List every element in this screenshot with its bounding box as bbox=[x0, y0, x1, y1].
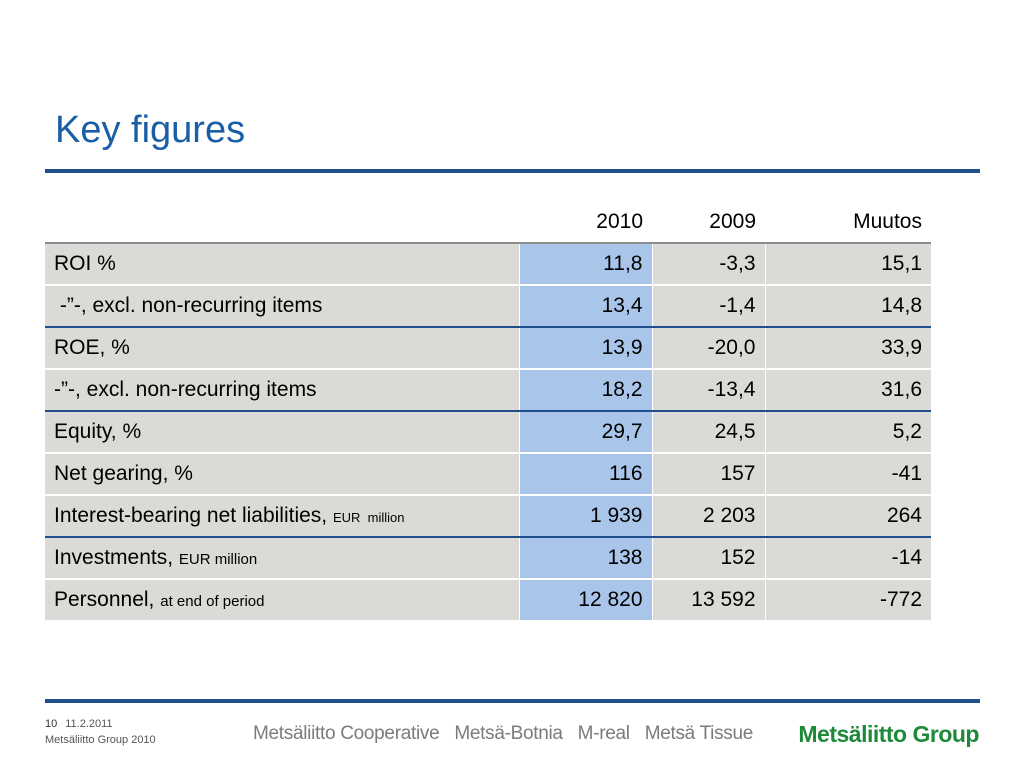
footer-info: 10 11.2.2011 Metsäliitto Group 2010 bbox=[45, 716, 156, 748]
row-label: ROI % bbox=[45, 242, 519, 285]
cell-2010: 18,2 bbox=[518, 368, 652, 411]
page-number: 10 bbox=[45, 718, 58, 730]
company-logo: Metsäliitto Group bbox=[798, 721, 979, 747]
footer-company: Metsäliitto Group 2010 bbox=[45, 734, 156, 746]
top-divider bbox=[45, 169, 980, 173]
cell-2009: -1,4 bbox=[651, 284, 765, 327]
cell-2010: 1 939 bbox=[518, 494, 652, 537]
cell-2009: 13 592 bbox=[651, 578, 765, 620]
footer-page-line: 10 11.2.2011 bbox=[45, 716, 156, 732]
table-row: -”-, excl. non-recurring items 18,2 -13,… bbox=[45, 368, 931, 411]
table-row: Net gearing, % 116 157 -41 bbox=[45, 452, 931, 495]
cell-change: 14,8 bbox=[764, 284, 931, 327]
cell-change: -772 bbox=[764, 578, 931, 620]
cell-2009: 152 bbox=[651, 536, 765, 579]
cell-change: 33,9 bbox=[764, 326, 931, 369]
footer-date: 11.2.2011 bbox=[65, 718, 113, 730]
brand-item: Metsä Tissue bbox=[644, 723, 754, 744]
header-2010: 2010 bbox=[519, 202, 652, 244]
cell-change: -41 bbox=[764, 452, 931, 495]
slide-title: Key figures bbox=[55, 109, 246, 151]
cell-2009: -13,4 bbox=[651, 368, 765, 411]
brand-item: Metsäliitto Cooperative bbox=[253, 723, 440, 744]
row-label: Investments, EUR million bbox=[45, 536, 519, 579]
row-label: Equity, % bbox=[45, 410, 519, 453]
table-header-row: 2010 2009 Muutos bbox=[45, 202, 931, 244]
cell-2010: 138 bbox=[518, 536, 652, 579]
table-row: Interest-bearing net liabilities, EUR mi… bbox=[45, 494, 931, 537]
brand-item: Metsä-Botnia bbox=[454, 723, 563, 744]
cell-change: -14 bbox=[764, 536, 931, 579]
cell-2010: 29,7 bbox=[518, 410, 652, 453]
cell-2009: 157 bbox=[651, 452, 765, 495]
header-change: Muutos bbox=[765, 202, 931, 244]
cell-2009: -20,0 bbox=[651, 326, 765, 369]
row-label: Interest-bearing net liabilities, EUR mi… bbox=[45, 494, 519, 537]
table-row: ROE, % 13,9 -20,0 33,9 bbox=[45, 326, 931, 369]
cell-change: 31,6 bbox=[764, 368, 931, 411]
table-row: Investments, EUR million 138 152 -14 bbox=[45, 536, 931, 579]
header-2009: 2009 bbox=[652, 202, 765, 244]
cell-2009: 24,5 bbox=[651, 410, 765, 453]
row-unit: at end of period bbox=[160, 593, 265, 610]
header-empty bbox=[45, 202, 519, 244]
row-label: Net gearing, % bbox=[45, 452, 519, 495]
cell-2009: -3,3 bbox=[651, 242, 765, 285]
cell-change: 5,2 bbox=[764, 410, 931, 453]
table-row: ROI % 11,8 -3,3 15,1 bbox=[45, 242, 931, 285]
cell-2010: 116 bbox=[518, 452, 652, 495]
row-label: -”-, excl. non-recurring items bbox=[45, 284, 519, 327]
cell-2010: 12 820 bbox=[518, 578, 652, 620]
cell-change: 15,1 bbox=[764, 242, 931, 285]
cell-change: 264 bbox=[764, 494, 931, 537]
brand-item: M-real bbox=[577, 723, 630, 744]
cell-2010: 13,4 bbox=[518, 284, 652, 327]
row-label: ROE, % bbox=[45, 326, 519, 369]
cell-2010: 11,8 bbox=[518, 242, 652, 285]
table-row: Personnel, at end of period 12 820 13 59… bbox=[45, 578, 931, 620]
table-row: -”-, excl. non-recurring items 13,4 -1,4… bbox=[45, 284, 931, 327]
row-label: Personnel, at end of period bbox=[45, 578, 519, 620]
key-figures-table: 2010 2009 Muutos ROI % 11,8 -3,3 15,1 -”… bbox=[45, 202, 931, 620]
table-row: Equity, % 29,7 24,5 5,2 bbox=[45, 410, 931, 453]
row-unit: EUR million bbox=[332, 510, 405, 525]
brand-list: Metsäliitto Cooperative Metsä-Botnia M-r… bbox=[253, 723, 763, 745]
row-label: -”-, excl. non-recurring items bbox=[45, 368, 519, 411]
row-unit: EUR million bbox=[178, 551, 258, 568]
cell-2010: 13,9 bbox=[518, 326, 652, 369]
bottom-divider bbox=[45, 699, 980, 703]
cell-2009: 2 203 bbox=[651, 494, 765, 537]
